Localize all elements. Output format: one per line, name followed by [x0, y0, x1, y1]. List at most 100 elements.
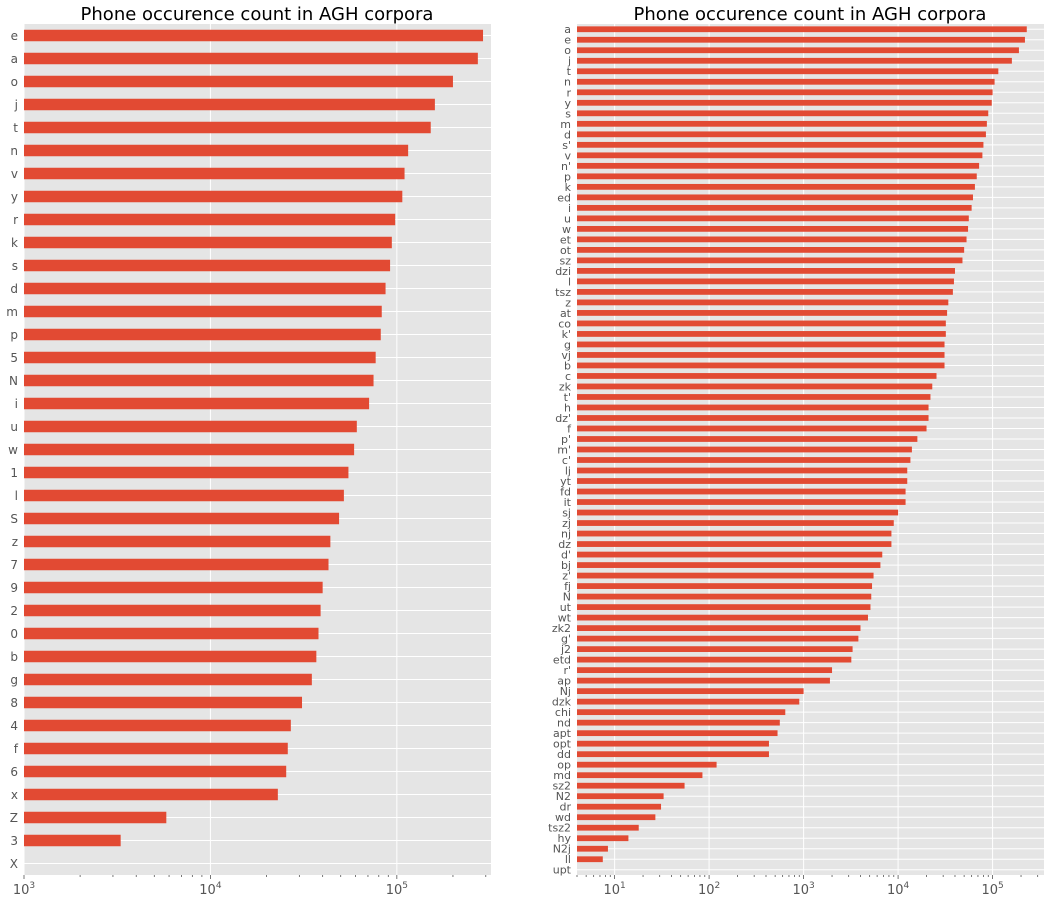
category-label: m [560, 118, 571, 131]
bar-etd [577, 656, 852, 663]
bar-0 [24, 627, 319, 640]
bar-nd [577, 719, 780, 726]
bar-zk [577, 383, 933, 390]
category-label: upt [553, 864, 572, 877]
bar-j2 [577, 646, 853, 653]
bar-c [577, 373, 937, 379]
bar-a [24, 52, 478, 65]
bar-opt [577, 740, 769, 747]
category-label: n [564, 76, 571, 89]
bar-zk2 [577, 625, 861, 631]
category-label: g' [561, 633, 571, 646]
category-label: k [565, 181, 572, 194]
bar-z [24, 535, 331, 548]
bar-y [24, 190, 403, 203]
category-label: dz' [555, 412, 571, 425]
category-label: ot [560, 244, 572, 257]
category-label: etd [553, 654, 571, 667]
category-label: ut [560, 601, 572, 614]
category-label: w [8, 443, 18, 457]
category-label: N2 [556, 790, 571, 803]
bar-t_ [577, 394, 931, 400]
category-label: b [564, 359, 571, 372]
bar-apt [577, 730, 778, 737]
category-label: j [567, 55, 571, 68]
category-label: N [9, 374, 18, 388]
category-label: r [13, 213, 18, 227]
x-tick-label: 101 [603, 881, 625, 898]
bar-9 [24, 581, 323, 594]
category-label: hy [558, 832, 572, 845]
bar-sz [577, 257, 963, 264]
right-chart-panel: aeojtnrysmds'vn'pkediuwetotszdziltszzatc… [548, 4, 1044, 898]
category-label: m [6, 305, 18, 319]
bar-dzi [577, 268, 955, 274]
bar-fd [577, 488, 906, 495]
category-label: chi [555, 706, 571, 719]
category-label: f [14, 742, 19, 756]
bar-y [577, 99, 992, 106]
bar-f [24, 742, 288, 755]
bar-2 [24, 604, 321, 617]
category-label: 8 [10, 696, 18, 710]
category-label: e [564, 34, 571, 47]
bar-dr [577, 803, 662, 810]
category-label: bj [561, 559, 571, 572]
category-label: d [10, 282, 18, 296]
bar-N2j [577, 845, 608, 852]
bar-lj [577, 467, 908, 474]
bar-n [24, 144, 409, 157]
category-label: g [10, 673, 18, 687]
category-label: l [15, 489, 18, 503]
category-label: wt [558, 612, 572, 625]
bar-u [577, 215, 969, 222]
category-label: w [562, 223, 571, 236]
category-label: N [563, 591, 571, 604]
category-label: dzk [552, 696, 572, 709]
bar-r_ [577, 667, 833, 674]
bar-S [24, 512, 340, 525]
bar-hy [577, 835, 629, 842]
category-label: 5 [10, 351, 18, 365]
bar-t [577, 68, 999, 75]
x-tick-exponent: 5 [402, 881, 408, 891]
category-label: opt [553, 738, 572, 751]
category-label: k [11, 236, 18, 250]
category-label: c [565, 370, 571, 383]
x-tick-label: 104 [199, 881, 222, 898]
bar-i [577, 204, 972, 211]
bar-co [577, 320, 946, 327]
bar-k_ [577, 331, 946, 337]
x-tick-base: 10 [13, 883, 30, 898]
bar-sz2 [577, 782, 685, 789]
category-label: wd [555, 811, 571, 824]
category-label: tsz [555, 286, 571, 299]
bar-ll [577, 856, 603, 863]
category-label: d [564, 128, 571, 141]
bar-dzk [577, 698, 800, 705]
category-label: 4 [10, 719, 18, 733]
bar-a [577, 26, 1027, 33]
category-label: ap [557, 675, 571, 688]
category-label: lj [565, 464, 571, 477]
bar-d [24, 282, 386, 295]
bar-b [24, 650, 317, 663]
bar-r [24, 213, 396, 226]
bar-zj [577, 520, 894, 526]
bar-p [24, 328, 381, 341]
category-label: et [560, 233, 572, 246]
category-label: n [10, 144, 18, 158]
category-label: r' [563, 664, 571, 677]
bar-N [24, 374, 374, 387]
bar-d_ [577, 551, 883, 558]
bar-at [577, 310, 948, 316]
bar-dd [577, 751, 769, 758]
category-label: o [564, 44, 571, 57]
bar-p_ [577, 436, 918, 442]
category-label: sz2 [552, 780, 571, 793]
bar-ed [577, 194, 973, 201]
category-label: p [10, 328, 18, 342]
bar-k [577, 183, 975, 190]
category-label: j [14, 98, 18, 112]
category-label: v [564, 149, 571, 162]
